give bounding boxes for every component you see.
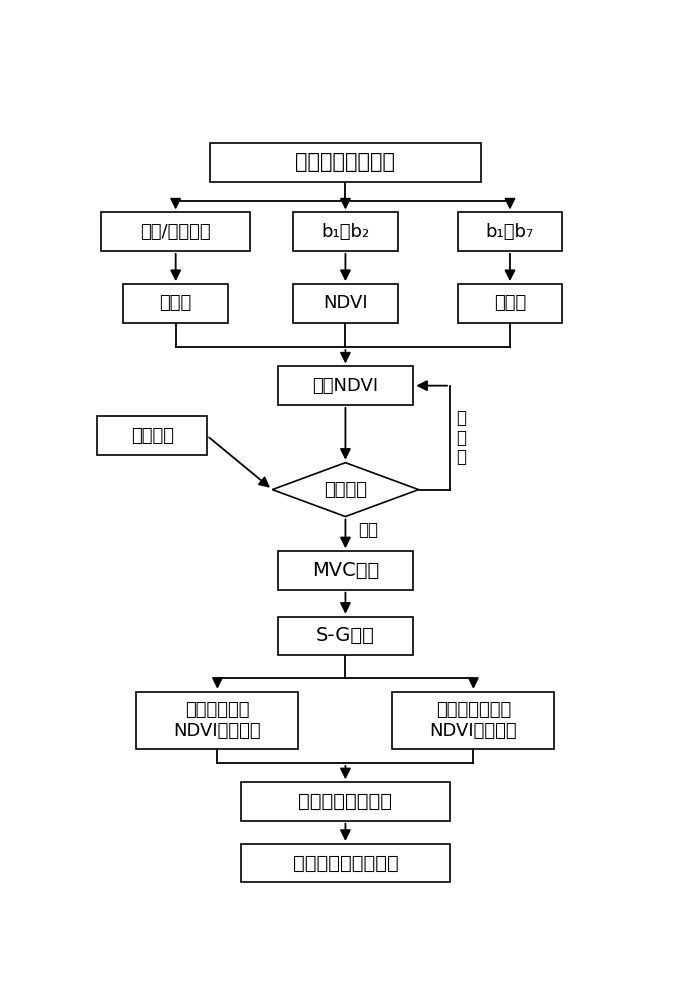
Text: b₁和b₇: b₁和b₇ <box>486 223 534 241</box>
Text: 相关分析: 相关分析 <box>324 481 367 499</box>
FancyBboxPatch shape <box>241 782 450 821</box>
Text: 监测年平均修正
NDVI时间序列: 监测年平均修正 NDVI时间序列 <box>429 701 517 740</box>
Text: MVC合成: MVC合成 <box>312 561 379 580</box>
FancyBboxPatch shape <box>278 551 413 590</box>
Text: 不
符
合: 不 符 合 <box>456 409 466 466</box>
FancyBboxPatch shape <box>392 692 554 749</box>
Text: 实测墒情: 实测墒情 <box>131 427 174 445</box>
Text: 符合: 符合 <box>359 521 379 539</box>
FancyBboxPatch shape <box>293 212 398 251</box>
FancyBboxPatch shape <box>137 692 299 749</box>
Text: b₁和b₂: b₁和b₂ <box>321 223 369 241</box>
FancyBboxPatch shape <box>123 284 228 323</box>
Text: NDVI: NDVI <box>323 294 368 312</box>
FancyBboxPatch shape <box>278 366 413 405</box>
Text: S-G滤波: S-G滤波 <box>316 626 375 645</box>
FancyBboxPatch shape <box>458 212 562 251</box>
Polygon shape <box>272 463 419 517</box>
Text: 相对墒情的时空分布: 相对墒情的时空分布 <box>293 854 398 873</box>
Text: 修正NDVI: 修正NDVI <box>312 377 379 395</box>
Text: 源数据获取与处理: 源数据获取与处理 <box>295 152 396 172</box>
Text: 距平植被指数计算: 距平植被指数计算 <box>299 792 392 811</box>
FancyBboxPatch shape <box>293 284 398 323</box>
Text: 加系数: 加系数 <box>160 294 192 312</box>
Text: 实际/平均温度: 实际/平均温度 <box>140 223 211 241</box>
FancyBboxPatch shape <box>97 416 207 455</box>
FancyBboxPatch shape <box>458 284 562 323</box>
FancyBboxPatch shape <box>101 212 250 251</box>
Text: 乘系数: 乘系数 <box>494 294 526 312</box>
FancyBboxPatch shape <box>278 617 413 655</box>
FancyBboxPatch shape <box>241 844 450 882</box>
Text: 常年平均修正
NDVI时间序列: 常年平均修正 NDVI时间序列 <box>174 701 262 740</box>
FancyBboxPatch shape <box>210 143 481 182</box>
